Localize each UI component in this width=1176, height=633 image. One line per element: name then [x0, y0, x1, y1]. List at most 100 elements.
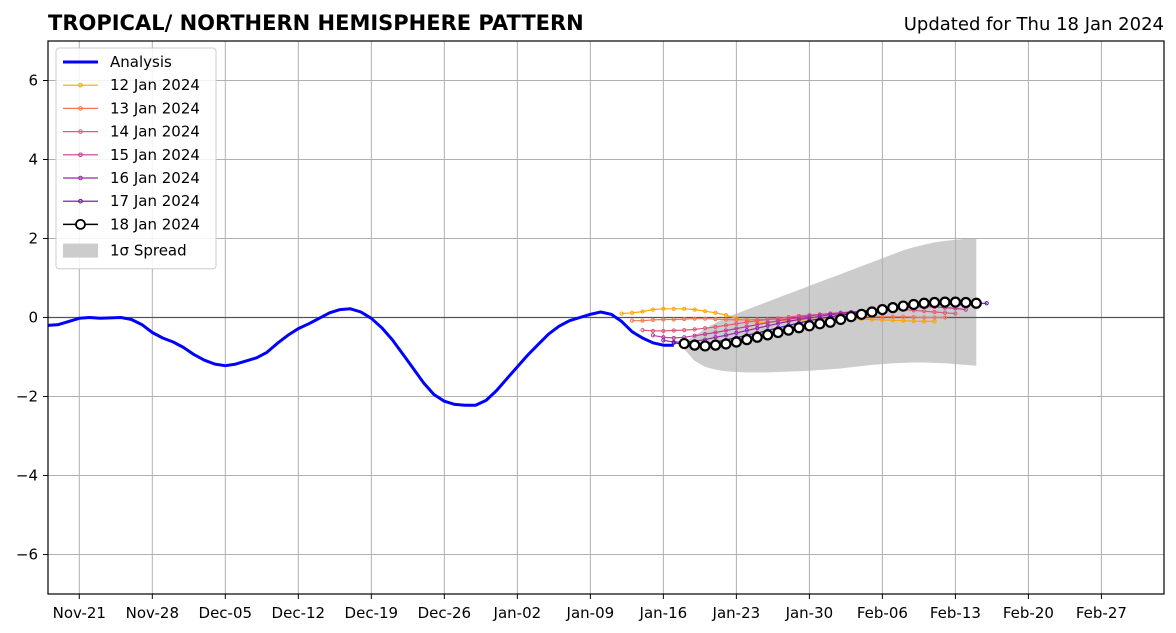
legend-marker-forecast [78, 175, 83, 181]
forecast-point [629, 318, 635, 323]
updated-date: Updated for Thu 18 Jan 2024 [904, 14, 1164, 35]
legend-marker-forecast [78, 106, 83, 111]
forecast-point [942, 310, 948, 315]
forecast-point [713, 310, 718, 315]
legend-marker-forecast [78, 198, 83, 204]
forecast-point [702, 326, 708, 331]
forecast-point [650, 307, 656, 312]
forecast-point [640, 309, 645, 314]
y-tick-label: 2 [28, 230, 38, 248]
forecast-point [723, 328, 729, 333]
current-forecast-point [720, 338, 732, 350]
forecast-point [671, 335, 676, 341]
x-tick-label: Jan-02 [493, 604, 542, 622]
current-forecast-point [824, 316, 836, 328]
current-forecast-point [939, 296, 951, 308]
forecast-point [702, 331, 708, 337]
x-tick-label: Dec-19 [345, 604, 399, 622]
forecast-point [723, 323, 729, 328]
current-forecast-point [699, 340, 711, 352]
y-tick-label: −6 [16, 546, 38, 564]
y-tick-label: −4 [16, 467, 38, 485]
x-tick-label: Dec-12 [272, 604, 326, 622]
plot-frame [47, 40, 1165, 595]
forecast-point [723, 317, 729, 322]
x-tick-label: Dec-05 [199, 604, 253, 622]
legend-marker-forecast [78, 82, 83, 88]
forecast-point [671, 328, 676, 333]
y-tick-label: −2 [16, 388, 38, 406]
forecast-point [984, 301, 989, 306]
forecast-point [786, 319, 791, 324]
legend-marker-forecast [78, 129, 83, 134]
forecast-point [702, 316, 708, 321]
x-tick-label: Feb-13 [930, 604, 981, 622]
legend-label-analysis: Analysis [110, 53, 172, 71]
current-forecast-point [897, 300, 909, 312]
forecast-point [942, 315, 948, 320]
x-tick-label: Dec-26 [418, 604, 472, 622]
forecast-point [775, 321, 781, 326]
y-tick-label: 6 [28, 72, 38, 90]
legend-label-forecast: 17 Jan 2024 [110, 192, 200, 210]
forecast-point [744, 320, 749, 325]
x-tick-label: Jan-09 [566, 604, 615, 622]
forecast-point [755, 326, 760, 331]
forecast-point [692, 327, 697, 332]
forecast-point [650, 333, 656, 338]
legend-label-forecast: 13 Jan 2024 [110, 99, 200, 117]
forecast-point [734, 321, 739, 326]
forecast-point [713, 335, 718, 340]
current-forecast-point [730, 336, 742, 348]
forecast-point [619, 311, 624, 316]
current-forecast-point [866, 306, 878, 318]
y-tick-label: 0 [28, 309, 38, 327]
forecast-point [692, 307, 697, 312]
chart-title: TROPICAL/ NORTHERN HEMISPHERE PATTERN [48, 11, 584, 35]
forecast-point [775, 316, 781, 321]
current-forecast-point [803, 320, 815, 332]
current-forecast-point [970, 297, 982, 309]
forecast-point [817, 314, 822, 319]
forecast-point [734, 326, 739, 331]
forecast-point [723, 333, 729, 338]
forecast-point [786, 316, 791, 322]
current-forecast-point [751, 331, 763, 343]
current-forecast-point [949, 296, 962, 308]
legend-swatch-spread [63, 243, 98, 258]
current-forecast-point [782, 324, 795, 336]
forecast-point [932, 315, 937, 320]
legend-box [55, 47, 217, 270]
legend-label-spread: 1σ Spread [110, 242, 187, 260]
forecast-point [640, 328, 645, 333]
forecast-point [640, 318, 645, 323]
legend-label-forecast: 15 Jan 2024 [110, 146, 200, 164]
current-forecast-point [845, 311, 857, 323]
axes-layer: Nov-21 Nov-28 Dec-05 Dec-12 Dec-19 Dec-26 Jan-… [16, 40, 1165, 622]
current-forecast-point [678, 337, 690, 350]
legend-label-forecast: 12 Jan 2024 [110, 76, 200, 94]
current-forecast-point [793, 322, 805, 334]
forecast-point [922, 315, 927, 320]
forecast-point [713, 324, 718, 330]
forecast-point [702, 309, 708, 314]
legend-label-forecast: 14 Jan 2024 [110, 123, 200, 141]
forecast-point [671, 340, 676, 345]
legend-marker-forecast [78, 152, 83, 158]
forecast-point [901, 318, 906, 323]
x-tick-label: Feb-20 [1003, 604, 1054, 622]
forecast-point [661, 328, 666, 334]
forecast-point [911, 315, 916, 320]
forecast-point [671, 306, 676, 311]
forecast-point [661, 338, 666, 343]
forecast-point [671, 317, 676, 322]
current-forecast-point [814, 318, 826, 330]
forecast-point [629, 310, 635, 315]
current-forecast-point [876, 304, 888, 316]
forecast-point [661, 306, 666, 311]
forecast-point [755, 318, 760, 323]
y-tick-label: 4 [28, 151, 38, 169]
current-forecast-point [709, 339, 722, 351]
x-tick-label: Nov-28 [126, 604, 179, 622]
forecast-point [953, 311, 958, 316]
